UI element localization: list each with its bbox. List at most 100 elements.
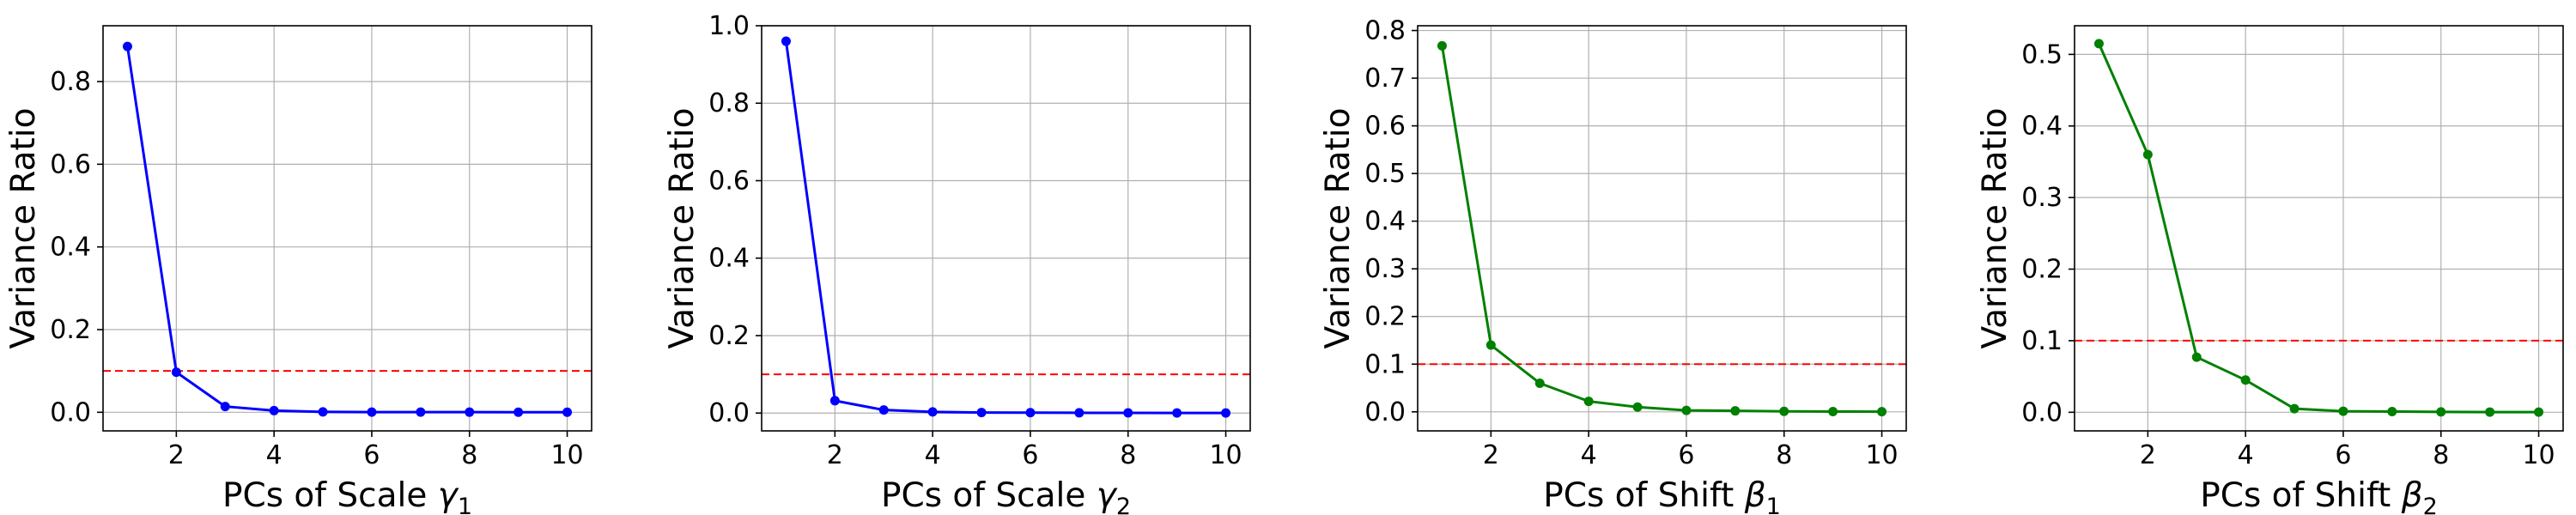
y-tick-label: 0.2 <box>2021 255 2063 285</box>
data-point <box>829 396 840 406</box>
data-point <box>269 405 279 415</box>
y-tick-label: 0.8 <box>1364 16 1406 46</box>
x-axis-label: PCs of Shift β2 <box>2200 476 2438 515</box>
y-tick-label: 0.6 <box>50 149 91 179</box>
data-point <box>927 407 938 417</box>
data-point <box>2387 406 2397 416</box>
x-tick-label: 4 <box>2238 440 2254 470</box>
chart-panel-4: 2 4 6 8 10 0.0 0.1 0.2 0.3 0.4 0.5 Variance Ratio PC… <box>1976 25 2564 515</box>
x-tick-label: 10 <box>2522 440 2555 470</box>
y-tick-label: 0.0 <box>1364 397 1406 427</box>
x-axis-label: PCs of Scale γ1 <box>222 476 472 515</box>
x-axis-label-symbol: γ <box>1097 476 1118 515</box>
data-point <box>1221 408 1231 418</box>
data-point <box>1583 397 1594 407</box>
y-tick-label: 1.0 <box>708 11 750 41</box>
x-tick-label: 2 <box>168 440 185 470</box>
y-tick-label: 0.8 <box>50 67 91 97</box>
x-axis-label-subscript: 2 <box>2423 494 2438 515</box>
y-tick-label: 0.1 <box>1364 349 1406 379</box>
plot-frame <box>761 25 1251 432</box>
data-point <box>171 367 181 378</box>
x-tick-label: 4 <box>1581 440 1597 470</box>
x-axis-label-symbol: β <box>1744 476 1766 515</box>
data-point <box>1074 408 1084 418</box>
plot-frame <box>102 25 592 432</box>
x-axis-label: PCs of Shift β1 <box>1543 476 1781 515</box>
data-point <box>2436 407 2446 417</box>
y-tick-label: 0.2 <box>1364 302 1406 332</box>
data-point <box>781 36 791 46</box>
data-point <box>1877 407 1887 417</box>
y-axis-label: Variance Ratio <box>663 108 702 349</box>
series-line <box>1440 45 1882 414</box>
x-axis-label-text: PCs of Shift <box>1543 476 1745 515</box>
x-tick-label: 10 <box>1865 440 1898 470</box>
data-point <box>878 405 889 415</box>
series-line <box>125 45 568 414</box>
x-tick-label: 2 <box>2140 440 2156 470</box>
y-tick-label: 0.4 <box>1364 207 1406 237</box>
data-point <box>1437 40 1447 51</box>
y-axis-label: Variance Ratio <box>1319 108 1358 349</box>
x-axis-label-symbol: β <box>2401 476 2423 515</box>
data-point <box>318 407 328 417</box>
data-point <box>416 407 426 417</box>
plot-frame <box>2074 25 2564 432</box>
data-point <box>465 407 475 417</box>
data-point <box>2289 403 2300 414</box>
data-point <box>2142 149 2153 160</box>
x-tick-label: 2 <box>1483 440 1499 470</box>
x-tick-label: 6 <box>363 440 380 470</box>
x-axis-label-subscript: 2 <box>1116 494 1131 515</box>
data-point <box>1534 378 1545 388</box>
chart-panel-2: 2 4 6 8 10 0.0 0.2 0.4 0.6 0.8 1.0 Variance Ratio PC… <box>663 11 1251 515</box>
y-tick-label: 0.0 <box>2021 397 2063 427</box>
data-point <box>562 407 573 417</box>
x-axis-label-subscript: 1 <box>1766 494 1781 515</box>
y-tick-label: 0.5 <box>2021 39 2063 70</box>
data-point <box>1730 406 1741 416</box>
x-tick-label: 6 <box>1022 440 1038 470</box>
data-point <box>976 408 987 418</box>
data-point <box>2191 352 2202 362</box>
x-tick-label: 4 <box>925 440 941 470</box>
y-tick-label: 0.7 <box>1364 64 1406 94</box>
x-axis-label-text: PCs of Scale <box>222 476 438 515</box>
data-point <box>1025 408 1036 418</box>
series-line <box>2098 43 2539 414</box>
y-tick-label: 0.8 <box>708 88 750 118</box>
data-point <box>2338 406 2348 416</box>
x-axis-label-text: PCs of Scale <box>881 476 1097 515</box>
data-point <box>1485 340 1496 350</box>
y-tick-label: 0.3 <box>2021 183 2063 213</box>
x-tick-label: 6 <box>2335 440 2351 470</box>
x-tick-label: 10 <box>550 440 583 470</box>
data-point <box>367 407 377 417</box>
x-axis-label: PCs of Scale γ2 <box>881 476 1131 515</box>
y-tick-label: 0.2 <box>50 315 91 345</box>
y-tick-label: 0.0 <box>708 398 750 428</box>
data-point <box>1681 405 1692 415</box>
plot-frame <box>1417 25 1907 432</box>
y-axis-label: Variance Ratio <box>1976 108 2014 349</box>
y-axis-label: Variance Ratio <box>4 108 43 349</box>
data-point <box>1172 408 1182 418</box>
y-tick-label: 0.4 <box>50 233 91 263</box>
data-point <box>2093 39 2104 49</box>
data-point <box>1779 406 1789 416</box>
x-axis-label-subscript: 1 <box>458 494 472 515</box>
data-point <box>513 407 524 417</box>
x-tick-label: 6 <box>1678 440 1694 470</box>
data-point <box>220 402 230 412</box>
y-tick-label: 0.6 <box>1364 112 1406 142</box>
x-tick-label: 8 <box>1120 440 1136 470</box>
data-point <box>2534 407 2544 417</box>
x-tick-label: 8 <box>2433 440 2449 470</box>
y-tick-label: 0.3 <box>1364 254 1406 284</box>
y-tick-label: 0.5 <box>1364 159 1406 189</box>
x-axis-label-text: PCs of Shift <box>2200 476 2402 515</box>
data-point <box>1632 402 1643 412</box>
x-tick-label: 8 <box>1776 440 1792 470</box>
